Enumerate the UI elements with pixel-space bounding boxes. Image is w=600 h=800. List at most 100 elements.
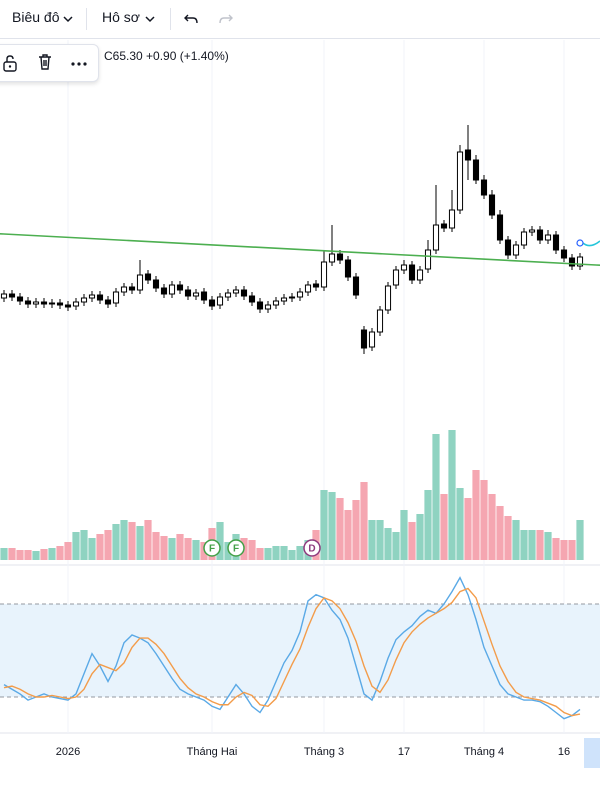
more-button[interactable] — [69, 54, 89, 72]
volume-bar — [136, 526, 144, 560]
volume-bar — [376, 520, 384, 560]
lock-button[interactable] — [1, 54, 19, 72]
redo-button[interactable] — [218, 11, 234, 27]
volume-bar — [176, 534, 184, 560]
volume-bar — [488, 494, 496, 560]
volume-bar — [552, 538, 560, 560]
candle-body — [328, 253, 336, 263]
volume-bar — [144, 520, 152, 560]
candle-body — [192, 292, 200, 297]
candle-body — [128, 286, 136, 291]
volume-bar — [336, 498, 344, 560]
candle-body — [280, 297, 288, 302]
x-tick-label: Tháng 4 — [464, 746, 504, 758]
chart-menu[interactable]: Biêu đô — [12, 9, 60, 25]
candle-body — [496, 214, 504, 241]
volume-bar — [48, 548, 56, 560]
candle-body — [432, 224, 440, 251]
candle-body — [576, 256, 584, 267]
volume-bar — [368, 520, 376, 560]
candle-body — [96, 294, 104, 301]
x-tick-label: 16 — [558, 746, 570, 758]
volume-bar — [16, 550, 24, 560]
candle-body — [80, 297, 88, 303]
profile-menu[interactable]: Hô sơ — [102, 9, 140, 25]
event-label: F — [209, 544, 215, 555]
candle-body — [176, 284, 184, 291]
candle-body — [160, 287, 168, 295]
volume-bar — [472, 470, 480, 560]
candle-body — [560, 249, 568, 259]
drawing-handle — [576, 239, 584, 247]
candle-body — [520, 231, 528, 246]
volume-bar — [480, 480, 488, 560]
candle-body — [120, 286, 128, 293]
candle-body — [424, 249, 432, 270]
volume-bar — [576, 520, 584, 560]
volume-bar — [0, 548, 8, 560]
candle-body — [224, 292, 232, 298]
undo-button[interactable] — [183, 11, 199, 27]
volume-bar — [272, 546, 280, 560]
volume-bar — [256, 548, 264, 560]
candle-body — [376, 309, 384, 333]
volume-bar — [88, 538, 96, 560]
candle-body — [232, 289, 240, 294]
volume-bar — [520, 530, 528, 560]
candle-body — [32, 301, 40, 305]
candle-body — [336, 253, 344, 261]
x-tick-label: 17 — [398, 746, 410, 758]
volume-bar — [184, 538, 192, 560]
event-marker — [227, 539, 245, 557]
volume-bar — [416, 514, 424, 560]
candle-body — [392, 269, 400, 286]
candle-body — [440, 223, 448, 229]
candle-body — [456, 151, 464, 211]
volume-bar — [456, 488, 464, 560]
candle-body — [272, 300, 280, 306]
volume-bar — [24, 550, 32, 560]
volume-bar — [464, 498, 472, 560]
candle-body — [248, 295, 256, 303]
candle-body — [40, 301, 48, 305]
candle-body — [568, 257, 576, 267]
volume-bar — [80, 530, 88, 560]
volume-bar — [320, 490, 328, 560]
volume-bar — [432, 434, 440, 560]
candle-body — [416, 269, 424, 281]
chevron — [63, 16, 73, 23]
trend-line — [3, 233, 597, 266]
indicator-line — [3, 587, 581, 717]
volume-bar — [104, 530, 112, 560]
volume-bar — [112, 524, 120, 560]
volume-bar — [8, 548, 16, 560]
event-marker — [303, 539, 321, 557]
volume-bar — [512, 520, 520, 560]
event-marker — [203, 539, 221, 557]
volume-bar — [568, 540, 576, 560]
candle-body — [152, 279, 160, 289]
candle-body — [296, 291, 304, 298]
candle-body — [344, 259, 352, 278]
candle-body — [368, 331, 376, 348]
volume-bar — [408, 522, 416, 560]
volume-bar — [504, 516, 512, 560]
candle-body — [56, 302, 64, 306]
candle-body — [448, 209, 456, 229]
candle-body — [64, 304, 72, 308]
volume-bar — [72, 532, 80, 560]
volume-bar — [152, 532, 160, 560]
event-label: F — [233, 544, 239, 555]
candle-body — [200, 291, 208, 301]
candle-body — [352, 276, 360, 296]
volume-bar — [560, 540, 568, 560]
chevron — [145, 16, 155, 23]
candle-body — [48, 302, 56, 305]
delete-button[interactable] — [36, 53, 54, 71]
ohlc-legend: C65.30 +0.90 (+1.40%) — [104, 49, 229, 63]
candle-body — [240, 289, 248, 297]
volume-bar — [384, 528, 392, 560]
candle-body — [208, 299, 216, 307]
volume-bar — [128, 522, 136, 560]
